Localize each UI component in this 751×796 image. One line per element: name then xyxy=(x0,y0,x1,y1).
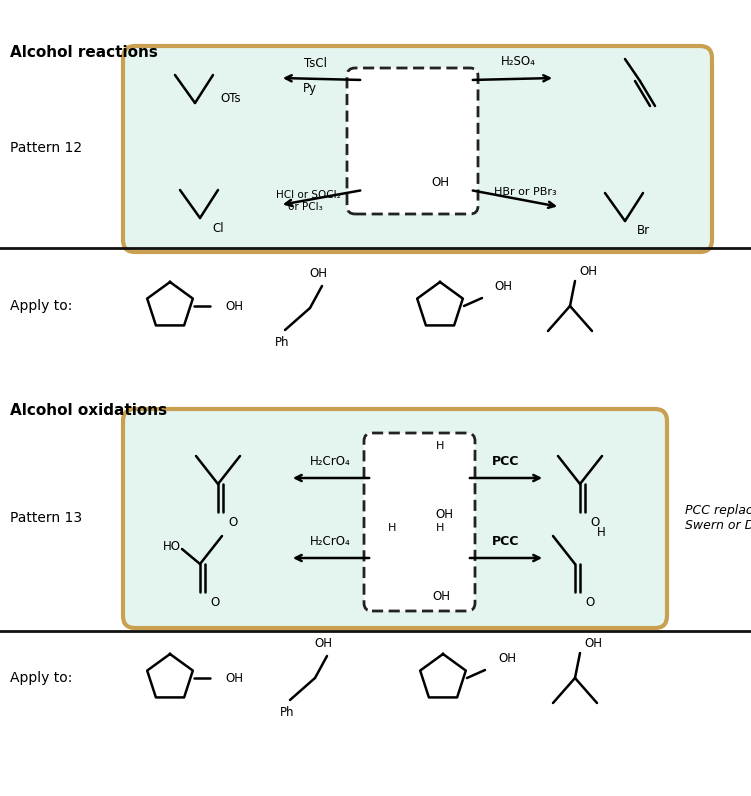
FancyBboxPatch shape xyxy=(364,433,475,611)
Text: OH: OH xyxy=(435,508,453,521)
FancyBboxPatch shape xyxy=(347,68,478,214)
Text: OH: OH xyxy=(309,267,327,280)
FancyBboxPatch shape xyxy=(123,409,667,628)
Text: OH: OH xyxy=(579,265,597,278)
Text: H: H xyxy=(436,523,444,533)
Text: OH: OH xyxy=(584,637,602,650)
Text: Cl: Cl xyxy=(212,221,224,235)
Text: PCC replacement:
Swern or DMP: PCC replacement: Swern or DMP xyxy=(685,504,751,532)
Text: TsCl: TsCl xyxy=(303,57,327,70)
Text: H₂CrO₄: H₂CrO₄ xyxy=(309,535,351,548)
Text: H: H xyxy=(436,441,444,451)
Text: PCC: PCC xyxy=(493,455,520,468)
Text: Alcohol oxidations: Alcohol oxidations xyxy=(10,403,167,418)
Text: H: H xyxy=(388,523,397,533)
Text: OTs: OTs xyxy=(220,92,240,104)
Text: O: O xyxy=(585,595,594,608)
Text: Apply to:: Apply to: xyxy=(10,299,72,313)
Text: H: H xyxy=(596,525,605,539)
Text: HBr or PBr₃: HBr or PBr₃ xyxy=(493,187,556,197)
Text: H₂SO₄: H₂SO₄ xyxy=(501,55,535,68)
FancyBboxPatch shape xyxy=(123,46,712,252)
Text: Alcohol reactions: Alcohol reactions xyxy=(10,45,158,60)
Text: OH: OH xyxy=(225,299,243,313)
Text: OH: OH xyxy=(498,651,516,665)
Text: H₂CrO₄: H₂CrO₄ xyxy=(309,455,351,468)
Text: Br: Br xyxy=(637,224,650,237)
Text: Apply to:: Apply to: xyxy=(10,671,72,685)
Text: OH: OH xyxy=(314,637,332,650)
Text: Ph: Ph xyxy=(280,707,294,720)
Text: OH: OH xyxy=(494,279,512,292)
Text: OH: OH xyxy=(225,672,243,685)
Text: Pattern 12: Pattern 12 xyxy=(10,141,82,155)
Text: O: O xyxy=(590,516,599,529)
Text: PCC: PCC xyxy=(493,535,520,548)
Text: Ph: Ph xyxy=(275,337,289,349)
Text: HO: HO xyxy=(163,540,181,552)
Text: Pattern 13: Pattern 13 xyxy=(10,511,82,525)
Text: Py: Py xyxy=(303,82,317,95)
Text: OH: OH xyxy=(432,590,450,603)
Text: OH: OH xyxy=(431,177,449,189)
Text: or PCl₃: or PCl₃ xyxy=(288,202,322,212)
Text: O: O xyxy=(228,516,237,529)
Text: HCl or SOCl₂: HCl or SOCl₂ xyxy=(276,190,340,200)
Text: O: O xyxy=(210,595,219,608)
